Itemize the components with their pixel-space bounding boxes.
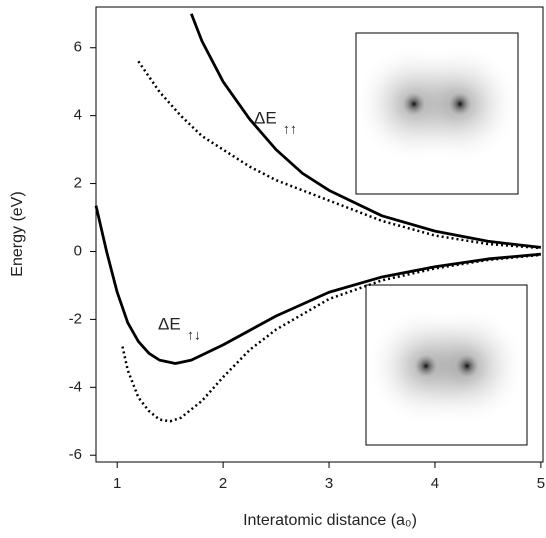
annotation-subscript: ↑↑ xyxy=(283,121,297,137)
y-tick-label: 4 xyxy=(74,107,82,124)
annotation: ΔE xyxy=(254,108,277,127)
annotation: ΔE xyxy=(158,314,181,333)
line xyxy=(94,205,542,365)
annotation-subscript: ↑↓ xyxy=(187,327,201,343)
y-axis-label: Energy (eV) xyxy=(9,191,26,276)
inset-image xyxy=(365,284,528,446)
y-tick-label: -2 xyxy=(69,310,82,327)
y-tick-label: 2 xyxy=(74,175,82,192)
x-tick-label: 2 xyxy=(219,475,227,492)
x-tick-label: 1 xyxy=(113,475,121,492)
line xyxy=(121,253,541,423)
x-tick-label: 4 xyxy=(431,475,439,492)
x-tick-label: 5 xyxy=(537,475,545,492)
x-tick-label: 3 xyxy=(325,475,333,492)
x-axis-label: Interatomic distance (a₀) xyxy=(243,512,417,529)
y-tick-label: -6 xyxy=(69,446,82,463)
line xyxy=(190,13,542,249)
y-tick-label: 6 xyxy=(74,39,82,56)
inset-image xyxy=(354,32,520,195)
y-tick-label: 0 xyxy=(74,242,82,259)
y-tick-label: -4 xyxy=(69,378,82,395)
